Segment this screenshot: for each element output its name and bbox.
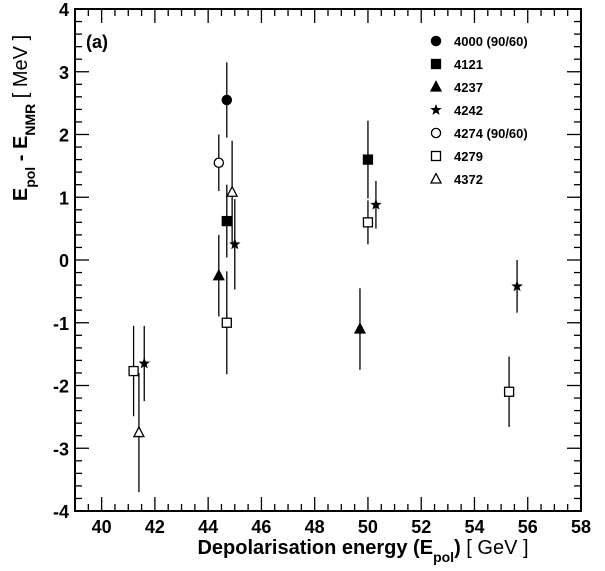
y-tick-label: -3 [53,439,69,459]
x-axis-title-main: Depolarisation energy (E [197,537,433,559]
x-tick-label: 56 [518,517,538,537]
x-tick-label: 54 [464,517,484,537]
legend-marker-4372 [429,172,443,184]
data-point-4242 [511,280,523,292]
x-tick-label: 42 [145,517,165,537]
legend-marker-4274-90-60 [430,127,442,139]
x-tick-label: 48 [305,517,325,537]
data-point-4242 [370,198,382,210]
x-tick-label: 40 [92,517,112,537]
data-point-4279 [503,386,515,397]
y-axis-title-mid: - E [10,136,32,167]
y-axis-title-sub1: pol [22,167,38,188]
data-point-4121 [221,215,232,227]
y-tick-label: 3 [59,63,69,83]
y-tick-label: 2 [59,126,69,146]
data-point-4372 [132,425,145,438]
y-tick-label: 1 [59,188,69,208]
x-axis-title-sub: pol [433,549,454,565]
data-point-4237 [212,268,225,281]
x-tick-label: 44 [198,517,218,537]
data-point-4274-90-60 [213,157,225,168]
data-point-4372 [226,185,239,197]
y-axis-title-main: E [10,188,32,201]
legend-label-4279: 4279 [454,149,483,164]
legend: 4000 (90/60) 4121 4237 4242 4274 (90/60) 4279… [429,34,528,187]
x-axis-title-unit: [ GeV ] [466,537,528,559]
data-point-4279 [362,217,374,228]
legend-label-4237: 4237 [454,80,483,95]
data-point-4279 [221,317,232,328]
y-tick-label: -1 [53,314,69,334]
y-axis-title-unit: [ MeV ] [10,35,32,98]
x-tick-label: 46 [251,517,271,537]
y-tick-label: -4 [53,502,69,522]
y-tick-labels: -4 -3 -2 -1 0 1 2 3 4 [53,0,69,522]
axis-ticks [74,8,582,512]
x-tick-label: 50 [358,517,378,537]
legend-label-4274-90-60: 4274 (90/60) [454,126,528,141]
y-axis-title: Epol - ENMR [ MeV ] [10,35,38,201]
x-axis-title-close: ) [454,537,461,559]
legend-label-4242: 4242 [454,103,483,118]
y-axis-title-sub2: NMR [22,104,38,136]
x-axis-title: Depolarisation energy (Epol) [ GeV ] [197,537,528,565]
x-tick-labels: 40 42 44 46 48 50 52 54 56 58 [92,517,591,537]
y-tick-label: -2 [53,377,69,397]
legend-label-4121: 4121 [454,57,483,72]
legend-marker-4121 [430,58,442,70]
data-points [128,62,523,493]
panel-label: (a) [86,32,108,52]
y-tick-label: 4 [59,0,69,20]
data-point-4279 [128,365,139,377]
legend-label-4000-90-60: 4000 (90/60) [454,34,528,49]
data-point-4000-90-60 [221,94,233,106]
data-point-4242 [229,238,241,250]
data-point-4242 [138,357,150,369]
y-tick-label: 0 [59,251,69,271]
plot-border [74,8,582,512]
x-tick-label: 58 [571,517,591,537]
x-tick-label: 52 [411,517,431,537]
plot-frame [74,8,582,512]
legend-marker-4242 [430,103,442,115]
legend-marker-4000-90-60 [430,35,442,47]
legend-label-4372: 4372 [454,172,483,187]
data-point-4237 [353,322,367,334]
data-point-4121 [362,154,374,165]
legend-marker-4279 [430,150,442,162]
legend-marker-4237 [429,80,443,92]
